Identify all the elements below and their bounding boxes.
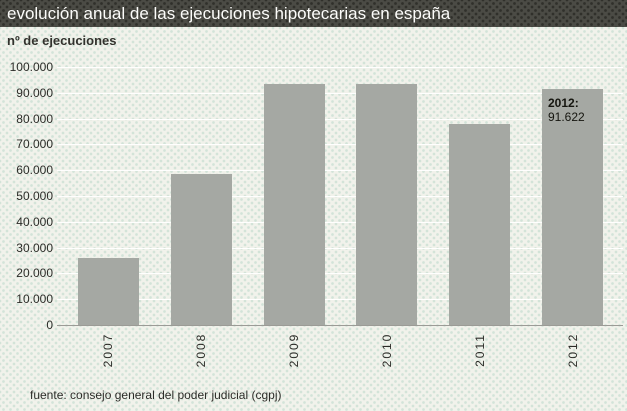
y-tick-label: 30.000 [16,241,53,255]
data-label-value: 91.622 [548,110,585,124]
gridline [57,119,623,120]
y-tick-label: 90.000 [16,86,53,100]
gridline [57,273,623,274]
chart-title-bar: evolución anual de las ejecuciones hipot… [0,0,627,27]
y-tick-label: 50.000 [16,189,53,203]
x-tick-label: 2011 [473,333,487,367]
data-label-2012: 2012: 91.622 [548,96,585,124]
gridline [57,170,623,171]
y-tick-label: 100.000 [9,60,53,74]
y-tick-label: 0 [46,318,53,332]
bar-2012 [542,89,603,325]
gridline [57,222,623,223]
gridline [57,299,623,300]
y-tick-label: 80.000 [16,112,53,126]
gridline [57,248,623,249]
y-axis-title: nº de ejecuciones [7,33,117,48]
x-tick-label: 2012 [566,332,580,368]
x-tick-label: 2009 [287,332,301,368]
bar-2011 [449,124,510,325]
chart-title: evolución anual de las ejecuciones hipot… [7,4,451,23]
y-tick-label: 10.000 [16,292,53,306]
y-tick-label: 60.000 [16,163,53,177]
x-tick-label: 2007 [101,332,115,368]
x-tick-label: 2010 [380,332,394,368]
y-tick-label: 40.000 [16,215,53,229]
bar-2008 [171,174,232,325]
bar-2010 [356,84,417,325]
x-tick-label: 2008 [194,332,208,368]
source-note: fuente: consejo general del poder judici… [30,388,282,402]
gridline [57,67,623,68]
data-label-year: 2012: [548,96,579,110]
gridline [57,93,623,94]
y-tick-label: 70.000 [16,137,53,151]
bar-2007 [78,258,139,325]
bar-2009 [264,84,325,325]
gridline [57,144,623,145]
gridline [57,196,623,197]
x-axis-line [57,325,623,326]
y-tick-label: 20.000 [16,266,53,280]
